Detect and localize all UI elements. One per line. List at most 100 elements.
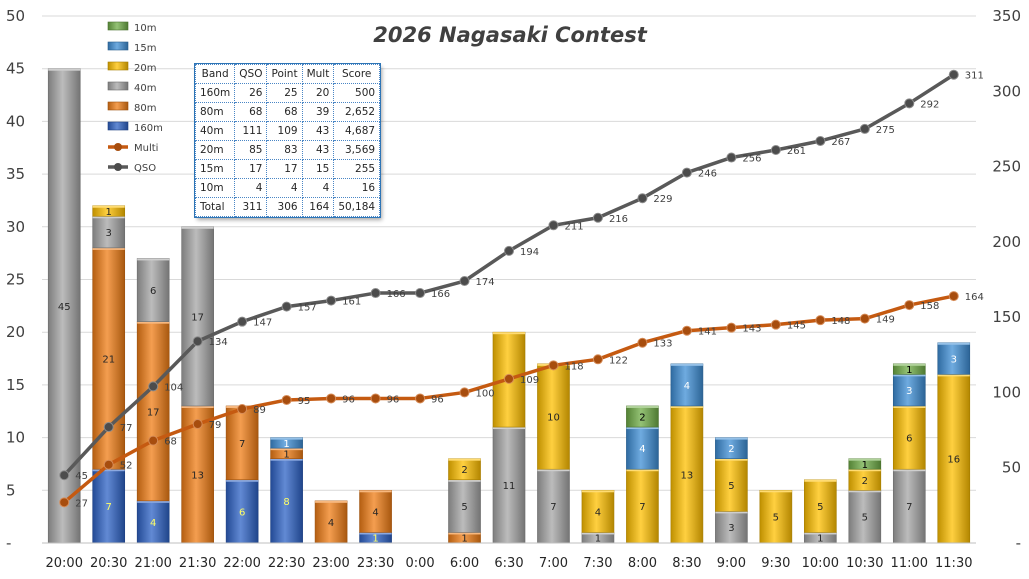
line-value-label: 77	[120, 423, 133, 434]
bar-segment-80m	[136, 321, 170, 502]
line-value-label: 256	[742, 154, 761, 165]
line-point-multi	[770, 319, 781, 330]
line-value-label: 158	[920, 301, 939, 312]
line-value-label: 174	[476, 277, 495, 288]
line-point-qso	[504, 245, 514, 256]
bar-segment-highlight	[492, 332, 526, 335]
x-tick-label: 0:00	[405, 556, 434, 571]
table-cell: 111	[234, 121, 268, 141]
bar-segment-highlight	[181, 405, 214, 408]
line-point-multi	[370, 393, 381, 404]
line-value-label: 100	[476, 388, 495, 399]
bar-segment-20m	[937, 374, 971, 544]
bar-segment-highlight	[226, 479, 259, 482]
bar-value-label: 5	[862, 513, 868, 524]
line-point-qso	[770, 145, 781, 156]
bar-value-label: 2	[461, 465, 467, 476]
bar-segment-160m	[270, 458, 303, 544]
line-point-qso	[859, 123, 870, 134]
legend-swatch-40m	[107, 81, 129, 91]
table-cell: 85	[234, 140, 268, 160]
table-row: 20m 85 83 43 3,569	[194, 140, 381, 160]
bar-segment-highlight	[893, 469, 926, 472]
table-cell: 160m	[194, 83, 236, 103]
legend-label-20m: 20m	[134, 63, 156, 74]
line-point-multi	[415, 393, 426, 404]
x-tick-label: 8:00	[628, 556, 657, 571]
line-value-label: 45	[75, 471, 88, 482]
bar-segment-20m	[626, 468, 659, 544]
x-tick-label: 9:30	[761, 556, 790, 571]
y-tick-label-left: 40	[6, 112, 25, 130]
bar-value-label: 7	[239, 439, 245, 450]
x-tick-label: 22:30	[268, 556, 305, 571]
line-value-label: 275	[876, 125, 895, 136]
bar-value-label: 13	[191, 470, 204, 481]
line-point-multi	[681, 325, 692, 336]
bar-segment-highlight	[893, 374, 926, 377]
bar-value-label: 5	[728, 481, 734, 492]
line-point-qso	[548, 220, 559, 231]
bar-segment-highlight	[92, 216, 125, 219]
bar-value-label: 16	[947, 455, 960, 466]
line-value-label: 157	[298, 303, 317, 314]
table-row: 40m 111 109 43 4,687	[194, 121, 381, 141]
bar-segment-highlight	[670, 363, 703, 366]
x-tick-label: 11:00	[891, 556, 928, 571]
bar-segment-highlight	[893, 363, 926, 366]
legend-marker-qso	[114, 163, 122, 171]
legend-label-10m: 10m	[134, 23, 156, 34]
line-point-multi	[859, 313, 870, 324]
line-point-qso	[592, 212, 603, 223]
line-point-qso	[237, 316, 248, 327]
line-value-label: 122	[609, 355, 628, 366]
bar-value-label: 2	[728, 444, 734, 455]
x-tick-label: 7:00	[539, 556, 568, 571]
x-tick-label: 20:30	[90, 556, 127, 571]
table-cell: 50,184	[333, 197, 381, 217]
legend-marker-multi	[114, 143, 122, 151]
table-cell: 4,687	[333, 121, 381, 141]
bar-segment-highlight	[804, 532, 837, 535]
table-cell: 4	[266, 178, 303, 198]
line-value-label: 164	[965, 292, 984, 303]
bar-segment-highlight	[759, 490, 792, 493]
legend-swatch-15m	[107, 41, 129, 51]
legend-swatch-20m	[107, 61, 129, 71]
y-tick-label-left: 15	[6, 376, 25, 394]
bar-segment-highlight	[137, 500, 170, 503]
bar-segment-40m	[848, 489, 882, 544]
bar-segment-15m	[892, 374, 926, 407]
y-tick-label-right: -	[1016, 534, 1021, 552]
y-tick-label-right: 300	[992, 82, 1021, 100]
line-point-qso	[948, 69, 959, 80]
line-point-multi	[281, 394, 292, 405]
bar-segment-highlight	[270, 448, 303, 451]
bar-segment-highlight	[626, 405, 659, 408]
bar-segment-highlight	[848, 458, 881, 461]
legend-label-40m: 40m	[134, 83, 156, 94]
table-cell: 4	[234, 178, 268, 198]
line-value-label: 52	[120, 461, 133, 472]
bar-value-label: 10	[547, 413, 560, 424]
table-cell: 25	[266, 83, 303, 103]
bar-segment-20m	[581, 489, 615, 533]
table-cell: 306	[266, 197, 303, 217]
x-tick-label: 10:00	[802, 556, 839, 571]
bar-segment-highlight	[92, 205, 125, 208]
bar-value-label: 4	[150, 518, 156, 529]
line-point-multi	[904, 300, 915, 311]
bar-value-label: 4	[684, 381, 690, 392]
bar-segment-20m	[804, 479, 837, 533]
line-point-qso	[726, 152, 737, 163]
bar-value-label: 1	[372, 534, 378, 545]
bar-segment-highlight	[92, 247, 125, 250]
bar-value-label: 4	[372, 507, 378, 518]
line-point-qso	[904, 98, 915, 109]
line-value-label: 166	[387, 289, 406, 300]
bar-segment-highlight	[48, 68, 81, 71]
legend-label-80m: 80m	[134, 103, 156, 114]
bar-value-label: 1	[106, 207, 112, 218]
line-value-label: 95	[298, 396, 311, 407]
